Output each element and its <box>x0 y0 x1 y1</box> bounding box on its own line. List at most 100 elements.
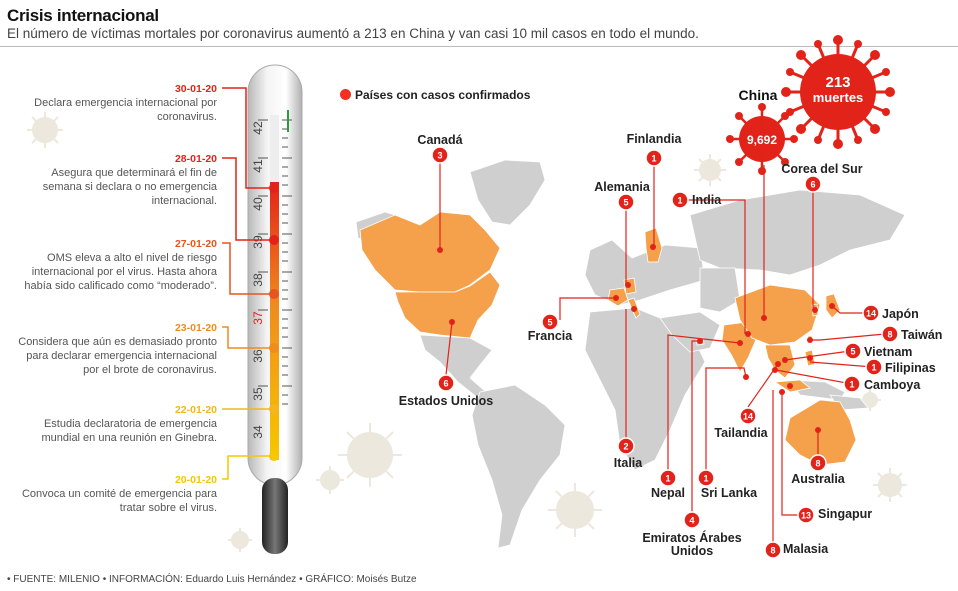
case-count-circle <box>843 375 861 393</box>
thermometer-scale-label: 38 <box>251 273 265 287</box>
case-count-circle <box>437 374 455 392</box>
case-count-circle <box>739 407 757 425</box>
country-name: Vietnam <box>864 345 912 359</box>
country-name: Camboya <box>864 378 921 392</box>
country-name: Sri Lanka <box>701 486 758 500</box>
thermometer-scale-label: 36 <box>251 349 265 363</box>
timeline-event: 20-01-20 Convoca un comité de emergencia … <box>17 473 217 515</box>
case-count: 2 <box>623 442 628 452</box>
country-name: Italia <box>614 456 644 470</box>
case-count: 3 <box>437 151 442 161</box>
case-count: 4 <box>689 516 694 526</box>
case-count: 1 <box>703 474 708 484</box>
country-badge: 6 Estados Unidos <box>399 374 494 408</box>
country-name: Canadá <box>417 133 462 147</box>
case-count-circle <box>797 506 815 524</box>
timeline-event: 23-01-20 Considera que aún es demasiado p… <box>17 321 217 377</box>
case-count: 14 <box>743 412 753 422</box>
country-name: India <box>692 193 722 207</box>
timeline-event: 28-01-20 Asegura que determinará el fin d… <box>17 152 217 208</box>
country-badge: 8 Australia <box>791 454 846 486</box>
case-count: 6 <box>443 379 448 389</box>
country-name: Corea del Sur <box>781 162 862 176</box>
timeline-event: 27-01-20 OMS eleva a alto el nivel de rie… <box>17 237 217 293</box>
case-count: 8 <box>887 330 892 340</box>
case-count-circle <box>683 511 701 529</box>
china-label: China <box>739 87 778 103</box>
timeline-date: 27-01-20 <box>174 238 217 250</box>
case-count: 8 <box>770 546 775 556</box>
country-badge: 13 Singapur <box>797 506 872 524</box>
deaths-word: muertes <box>813 90 864 105</box>
country-name: Filipinas <box>885 361 936 375</box>
country-badge: 1 India <box>671 191 722 209</box>
cases-virus-icon <box>726 103 798 175</box>
country-name: Nepal <box>651 486 685 500</box>
case-count-circle <box>617 437 635 455</box>
country-badge: 1 Filipinas <box>865 358 936 376</box>
legend-label: Países con casos confirmados <box>355 88 531 102</box>
case-count: 1 <box>849 380 854 390</box>
timeline-date: 23-01-20 <box>174 322 217 334</box>
country-badge: 14 Japón <box>862 304 919 322</box>
page-title: Crisis internacional <box>7 6 159 25</box>
country-name: Japón <box>882 307 919 321</box>
page-subtitle: El número de víctimas mortales por coron… <box>7 26 699 41</box>
timeline-date: 28-01-20 <box>174 153 217 165</box>
case-count-circle <box>844 342 862 360</box>
thermometer-scale-label: 41 <box>251 159 265 173</box>
country-name: Finlandia <box>627 132 683 146</box>
case-count-circle <box>671 191 689 209</box>
timeline-date: 30-01-20 <box>174 83 217 95</box>
case-count: 14 <box>866 309 876 319</box>
timeline-date: 22-01-20 <box>174 404 217 416</box>
timeline-event: 22-01-20 Estudia declaratoria de emergenc… <box>17 403 217 445</box>
timeline-text: Declara emergencia internacional por cor… <box>34 97 217 123</box>
country-badge: 6 Corea del Sur <box>781 162 863 193</box>
case-count-circle <box>862 304 880 322</box>
country-name: Emiratos Árabes Unidos <box>642 530 741 558</box>
case-count-circle <box>764 541 782 559</box>
case-count-circle <box>865 358 883 376</box>
country-name: Malasia <box>783 542 829 556</box>
deaths-number: 213 <box>825 74 850 91</box>
timeline-text: Estudia declaratoria de emergencia mundi… <box>41 418 217 444</box>
map-canada <box>359 211 501 293</box>
country-badge: 5 Vietnam <box>844 342 912 360</box>
country-badge: 14 Tailandia <box>714 407 769 440</box>
timeline-text: Asegura que determinará el fin de semana… <box>42 167 217 207</box>
timeline-text: Convoca un comité de emergencia para tra… <box>21 488 217 514</box>
country-name: Taiwán <box>901 328 942 342</box>
case-count: 5 <box>850 347 855 357</box>
country-badge: 3 Canadá <box>417 133 463 164</box>
case-count-circle <box>617 193 635 211</box>
case-count: 1 <box>651 154 656 164</box>
case-count-circle <box>659 469 677 487</box>
country-name: Singapur <box>818 507 872 521</box>
timeline-text: Considera que aún es demasiado pronto pa… <box>18 336 217 376</box>
case-count-circle <box>881 325 899 343</box>
country-badge: 8 Malasia <box>764 541 829 559</box>
thermometer-scale-label: 39 <box>251 235 265 249</box>
title-divider <box>0 46 958 47</box>
deaths-virus-icon <box>781 35 895 149</box>
case-count: 13 <box>801 511 811 521</box>
case-count: 5 <box>623 198 628 208</box>
country-badge: 1 Camboya <box>843 375 921 393</box>
map-usa <box>394 271 501 339</box>
country-name: Estados Unidos <box>399 394 494 408</box>
case-count: 5 <box>547 318 552 328</box>
timeline-text: OMS eleva a alto el nivel de riesgo inte… <box>24 252 217 292</box>
thermometer-scale-label: 37 <box>251 311 265 325</box>
case-count-circle <box>804 175 822 193</box>
case-count: 1 <box>677 196 682 206</box>
case-count: 8 <box>815 459 820 469</box>
case-count-circle <box>541 313 559 331</box>
case-count: 1 <box>665 474 670 484</box>
country-badge: 1 Sri Lanka <box>697 469 758 500</box>
